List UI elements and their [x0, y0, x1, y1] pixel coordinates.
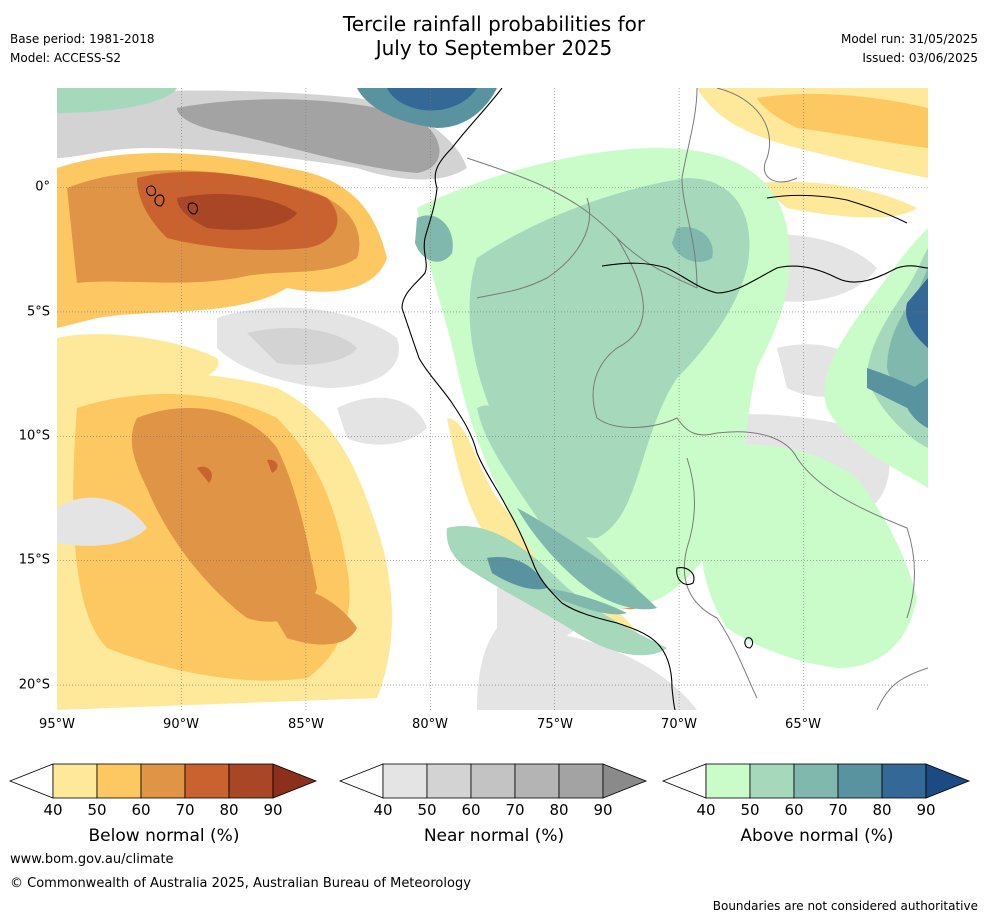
near-cb-tick-80: 80: [549, 801, 569, 819]
y-tick-5s: 5°S: [26, 304, 50, 320]
above-normal-colorbar: [661, 763, 971, 799]
near-cb-tick-40: 40: [373, 801, 393, 819]
model-text: Model: ACCESS-S2: [10, 51, 122, 65]
near-cb-seg-4: [514, 763, 560, 799]
y-tick-15s: 15°S: [18, 552, 50, 568]
near-cb-seg-3: [470, 763, 516, 799]
above-normal-regions: [57, 88, 928, 668]
near-cb-seg-6: [602, 763, 648, 799]
near-cb-seg-0: [338, 763, 384, 799]
below-cb-tick-40: 40: [43, 801, 63, 819]
above-cb-tick-90: 90: [916, 801, 936, 819]
map-title-line1: Tercile rainfall probabilities for: [342, 12, 646, 36]
near-cb-tick-50: 50: [417, 801, 437, 819]
country-borders: [466, 88, 928, 710]
above-cb-seg-1: [705, 763, 751, 799]
above-cb-seg-0: [661, 763, 707, 799]
above-cb-seg-5: [881, 763, 927, 799]
graticule: [57, 88, 928, 710]
x-tick-95w: 95°W: [39, 717, 75, 732]
below-cb-seg-4: [184, 763, 230, 799]
below-cb-tick-90: 90: [263, 801, 283, 819]
below-cb-tick-50: 50: [87, 801, 107, 819]
above-cb-tick-40: 40: [696, 801, 716, 819]
rainfall-probability-map: [57, 88, 928, 710]
x-tick-70w: 70°W: [661, 717, 697, 732]
y-tick-10s: 10°S: [18, 428, 50, 444]
below-cb-tick-80: 80: [219, 801, 239, 819]
x-tick-90w: 90°W: [163, 717, 199, 732]
above-cb-seg-3: [793, 763, 839, 799]
near-normal-label: Near normal (%): [423, 826, 565, 846]
below-cb-tick-60: 60: [131, 801, 151, 819]
bom-website-link[interactable]: www.bom.gov.au/climate: [10, 852, 174, 867]
above-cb-tick-70: 70: [828, 801, 848, 819]
near-cb-seg-2: [426, 763, 472, 799]
near-cb-seg-1: [382, 763, 428, 799]
above-cb-tick-50: 50: [740, 801, 760, 819]
above-cb-tick-60: 60: [784, 801, 804, 819]
near-cb-tick-90: 90: [593, 801, 613, 819]
below-cb-seg-3: [140, 763, 186, 799]
near-cb-seg-5: [558, 763, 604, 799]
model-run-text: Model run: 31/05/2025: [840, 32, 978, 46]
y-tick-20s: 20°S: [18, 677, 50, 693]
x-tick-65w: 65°W: [785, 717, 821, 732]
coastline: [146, 88, 928, 710]
below-cb-tick-70: 70: [175, 801, 195, 819]
below-normal-colorbar: [8, 763, 318, 799]
near-cb-tick-70: 70: [505, 801, 525, 819]
map-title: Tercile rainfall probabilities for July …: [0, 12, 988, 60]
below-cb-seg-2: [96, 763, 142, 799]
y-tick-0: 0°: [35, 179, 50, 195]
below-cb-seg-1: [52, 763, 98, 799]
x-tick-75w: 75°W: [537, 717, 573, 732]
map-title-line2: July to September 2025: [375, 36, 613, 60]
issued-text: Issued: 03/06/2025: [862, 51, 978, 65]
x-tick-80w: 80°W: [412, 717, 448, 732]
above-cb-seg-4: [837, 763, 883, 799]
below-cb-seg-5: [228, 763, 274, 799]
near-normal-colorbar: [338, 763, 648, 799]
above-cb-tick-80: 80: [872, 801, 892, 819]
above-normal-label: Above normal (%): [740, 826, 894, 846]
boundaries-disclaimer: Boundaries are not considered authoritat…: [712, 899, 978, 913]
below-cb-seg-0: [8, 763, 54, 799]
above-cb-seg-2: [749, 763, 795, 799]
copyright-text: © Commonwealth of Australia 2025, Austra…: [10, 876, 471, 891]
base-period-text: Base period: 1981-2018: [10, 32, 155, 46]
x-tick-85w: 85°W: [288, 717, 324, 732]
above-cb-seg-6: [925, 763, 971, 799]
below-cb-seg-6: [272, 763, 318, 799]
below-normal-label: Below normal (%): [88, 826, 240, 846]
near-cb-tick-60: 60: [461, 801, 481, 819]
